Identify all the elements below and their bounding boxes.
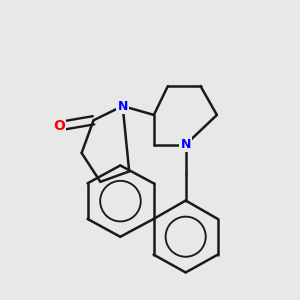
- Text: N: N: [118, 100, 128, 112]
- Text: O: O: [53, 119, 65, 133]
- Text: N: N: [181, 138, 191, 151]
